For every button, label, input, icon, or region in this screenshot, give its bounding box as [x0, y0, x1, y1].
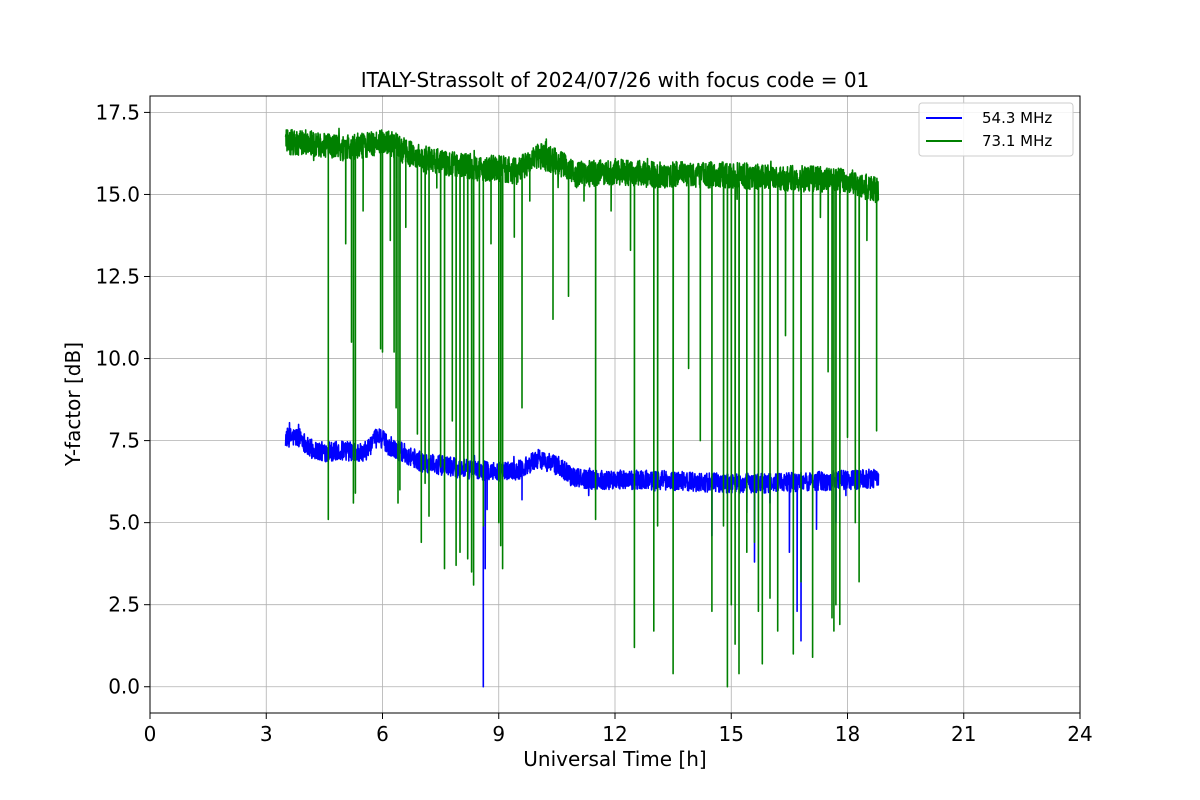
- series-line-0: [284, 421, 880, 688]
- x-tick-label: 9: [492, 722, 505, 746]
- x-tick-label: 18: [835, 722, 860, 746]
- x-tick-label: 24: [1067, 722, 1092, 746]
- legend-box: [918, 102, 1074, 157]
- x-tick-label: 12: [602, 722, 627, 746]
- x-tick-label: 21: [951, 722, 976, 746]
- series-line-1: [284, 127, 880, 688]
- chart-title: ITALY-Strassolt of 2024/07/26 with focus…: [361, 68, 870, 92]
- y-tick-label: 15.0: [95, 182, 140, 206]
- y-tick-label: 17.5: [95, 100, 140, 124]
- y-tick-label: 12.5: [95, 265, 140, 289]
- y-tick-label: 10.0: [95, 347, 140, 371]
- y-tick-label: 2.5: [108, 593, 140, 617]
- x-axis-label: Universal Time [h]: [523, 747, 706, 771]
- x-tick-label: 15: [719, 722, 744, 746]
- series-layer: [284, 127, 880, 688]
- y-axis: 0.0 2.5 5.0 7.5 10.0 12.5 15.0 17.5: [95, 100, 150, 699]
- y-tick-label: 5.0: [108, 511, 140, 535]
- y-tick-label: 0.0: [108, 675, 140, 699]
- y-axis-label: Y-factor [dB]: [61, 342, 85, 467]
- legend-label-54mhz: 54.3 MHz: [982, 109, 1052, 127]
- x-axis: 0 3 6 9 12 15 18 21 24: [144, 713, 1093, 746]
- legend: 54.3 MHz 73.1 MHz: [918, 102, 1074, 157]
- x-tick-label: 6: [376, 722, 389, 746]
- y-tick-label: 7.5: [108, 429, 140, 453]
- x-tick-label: 3: [260, 722, 273, 746]
- x-tick-label: 0: [144, 722, 157, 746]
- legend-label-73mhz: 73.1 MHz: [982, 132, 1052, 150]
